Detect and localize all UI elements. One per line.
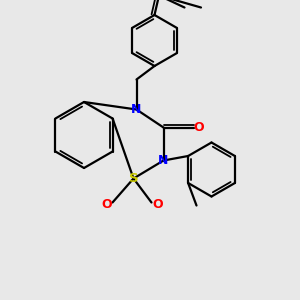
Text: N: N: [158, 154, 169, 167]
Text: O: O: [101, 197, 112, 211]
Text: O: O: [152, 197, 163, 211]
Text: S: S: [129, 172, 138, 185]
Text: N: N: [131, 103, 142, 116]
Text: O: O: [194, 121, 204, 134]
